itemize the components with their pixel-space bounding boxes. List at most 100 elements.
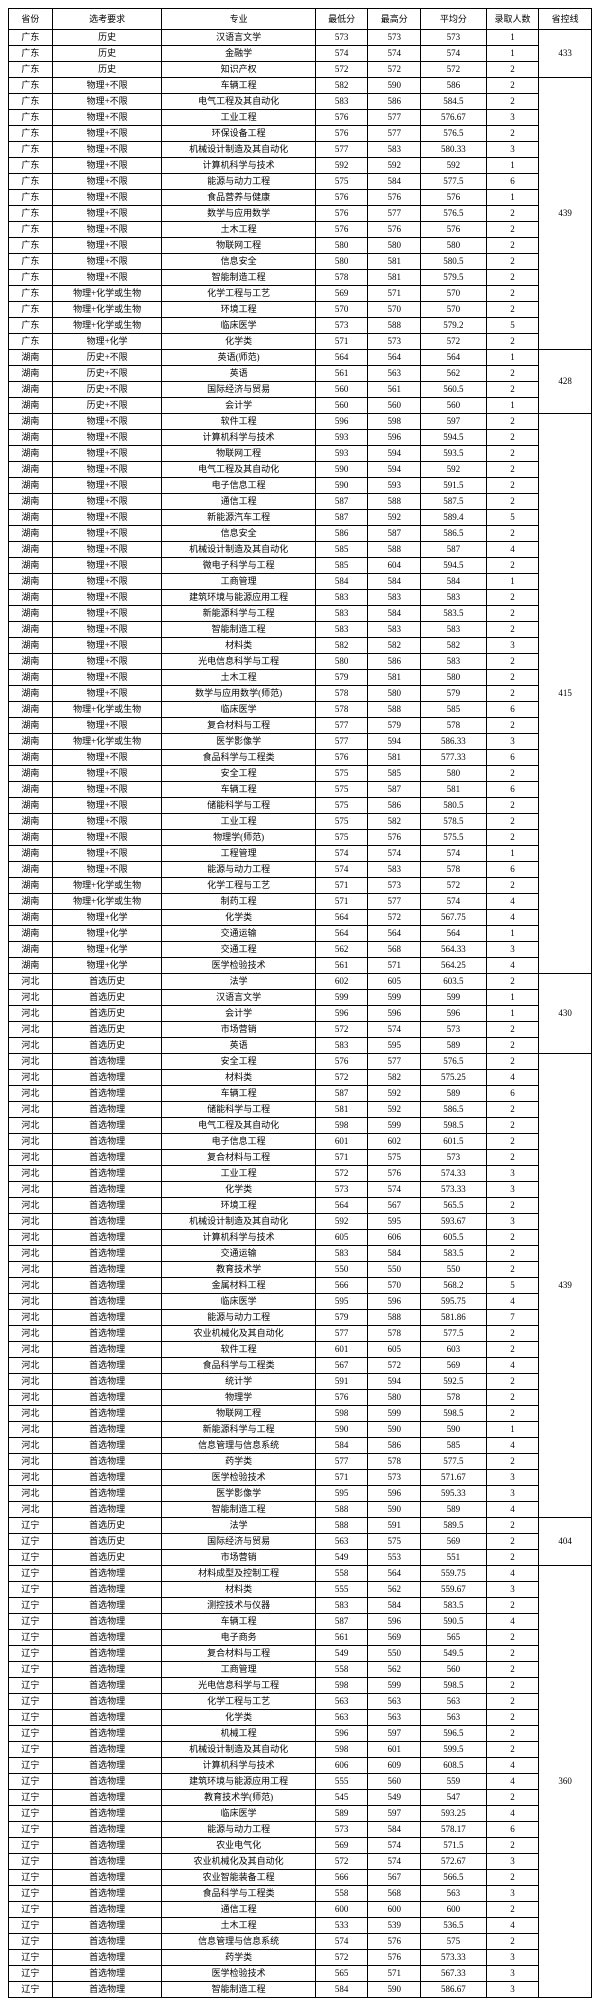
cell: 广东: [9, 110, 53, 126]
cell: 571: [368, 958, 421, 974]
cell: 3: [486, 110, 539, 126]
table-row: 河北首选物理化学类573574573.333: [9, 1182, 592, 1198]
cell: 593: [315, 430, 368, 446]
cell: 物理+不限: [52, 110, 162, 126]
cell: 1: [486, 158, 539, 174]
cell: 辽宁: [9, 1726, 53, 1742]
cell: 573: [368, 878, 421, 894]
cell: 6: [486, 862, 539, 878]
cell: 589: [421, 1502, 487, 1518]
cell: 医学检验技术: [162, 1966, 315, 1982]
cutoff-cell: 439: [539, 78, 592, 350]
cell: 587: [368, 782, 421, 798]
cell: 602: [368, 1134, 421, 1150]
cell: 605: [368, 1342, 421, 1358]
cell: 574: [368, 1838, 421, 1854]
cell: 物理+不限: [52, 750, 162, 766]
cell: 585: [315, 542, 368, 558]
cell: 2: [486, 1934, 539, 1950]
cell: 590: [421, 1422, 487, 1438]
cell: 1: [486, 46, 539, 62]
cell: 物理+不限: [52, 414, 162, 430]
cell: 3: [486, 734, 539, 750]
cell: 首选物理: [52, 1422, 162, 1438]
table-row: 河北首选物理农业机械化及其自动化577578577.52: [9, 1326, 592, 1342]
table-row: 湖南物理+不限车辆工程5755875816: [9, 782, 592, 798]
cell: 土木工程: [162, 1918, 315, 1934]
cell: 7: [486, 1310, 539, 1326]
cell: 物理+不限: [52, 270, 162, 286]
cell: 583: [421, 590, 487, 606]
cell: 572: [368, 62, 421, 78]
cell: 2: [486, 94, 539, 110]
table-row: 河北首选物理软件工程6016056032: [9, 1342, 592, 1358]
cell: 564.25: [421, 958, 487, 974]
cell: 2: [486, 526, 539, 542]
cell: 573: [315, 318, 368, 334]
cell: 591: [315, 1374, 368, 1390]
cell: 市场营销: [162, 1550, 315, 1566]
cell: 600: [421, 1902, 487, 1918]
cell: 576: [315, 1054, 368, 1070]
cell: 566.5: [421, 1870, 487, 1886]
cell: 物理+不限: [52, 222, 162, 238]
cell: 河北: [9, 1310, 53, 1326]
cell: 河北: [9, 1422, 53, 1438]
table-row: 辽宁首选物理建筑环境与能源应用工程5555605594: [9, 1774, 592, 1790]
cell: 576: [368, 1950, 421, 1966]
cell: 578.5: [421, 814, 487, 830]
cell: 首选物理: [52, 1230, 162, 1246]
cell: 573: [315, 30, 368, 46]
cell: 572: [421, 878, 487, 894]
cell: 物理+不限: [52, 574, 162, 590]
cell: 586: [368, 94, 421, 110]
cell: 湖南: [9, 414, 53, 430]
cell: 581: [368, 270, 421, 286]
table-row: 河北首选物理食品科学与工程类5675725694: [9, 1358, 592, 1374]
cell: 2: [486, 1710, 539, 1726]
cell: 578: [368, 1326, 421, 1342]
cell: 信息管理与信息系统: [162, 1438, 315, 1454]
cell: 物理+化学或生物: [52, 702, 162, 718]
cell: 历史: [52, 30, 162, 46]
cell: 辽宁: [9, 1854, 53, 1870]
table-row: 辽宁首选物理能源与动力工程573584578.176: [9, 1822, 592, 1838]
table-row: 广东历史汉语言文学5735735731433: [9, 30, 592, 46]
cell: 2: [486, 430, 539, 446]
cell: 566: [315, 1278, 368, 1294]
cell: 辽宁: [9, 1966, 53, 1982]
cell: 594.5: [421, 558, 487, 574]
cell: 湖南: [9, 542, 53, 558]
cell: 物理+不限: [52, 126, 162, 142]
cell: 555: [315, 1774, 368, 1790]
table-row: 湖南物理+不限微电子科学与工程585604594.52: [9, 558, 592, 574]
cell: 物理+不限: [52, 494, 162, 510]
cell: 549: [315, 1646, 368, 1662]
cell: 599.5: [421, 1742, 487, 1758]
cell: 583: [421, 654, 487, 670]
table-row: 湖南物理+不限信息安全586587586.52: [9, 526, 592, 542]
cell: 4: [486, 1438, 539, 1454]
cell: 583: [368, 142, 421, 158]
cell: 物理+不限: [52, 846, 162, 862]
cell: 577: [315, 1454, 368, 1470]
table-row: 湖南物理+不限储能科学与工程575586580.52: [9, 798, 592, 814]
cell: 583: [315, 590, 368, 606]
table-row: 湖南物理+不限新能源汽车工程587592589.45: [9, 510, 592, 526]
cell: 2: [486, 654, 539, 670]
cell: 辽宁: [9, 1870, 53, 1886]
cell: 物联网工程: [162, 238, 315, 254]
table-row: 河北首选物理新能源科学与工程5905905901: [9, 1422, 592, 1438]
cell: 2: [486, 1230, 539, 1246]
table-row: 河北首选物理能源与动力工程579588581.867: [9, 1310, 592, 1326]
cell: 湖南: [9, 734, 53, 750]
cell: 572: [315, 1166, 368, 1182]
cell: 机械设计制造及其自动化: [162, 1742, 315, 1758]
cell: 农业机械化及其自动化: [162, 1854, 315, 1870]
cell: 河北: [9, 1006, 53, 1022]
cell: 596: [368, 1006, 421, 1022]
table-row: 河北首选物理工业工程572576574.333: [9, 1166, 592, 1182]
cell: 物理+不限: [52, 622, 162, 638]
cell: 2: [486, 766, 539, 782]
cell: 4: [486, 910, 539, 926]
